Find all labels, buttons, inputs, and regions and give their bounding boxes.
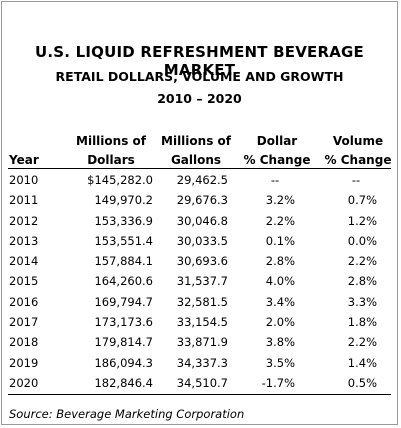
cell-dollar-pct: 3.8%: [265, 335, 295, 350]
cell-gallons: 30,033.5: [176, 233, 228, 248]
header-dollars: Millions of Dollars: [76, 134, 146, 167]
table-subtitle: RETAIL DOLLARS, VOLUME AND GROWTH: [55, 69, 344, 84]
cell-year: 2017: [9, 315, 39, 330]
cell-volume-pct: 1.2%: [347, 213, 377, 228]
cell-dollar-pct: 3.4%: [265, 294, 295, 309]
table-title: U.S. LIQUID REFRESHMENT BEVERAGE MARKET: [35, 43, 364, 79]
cell-dollars: 173,173.6: [94, 315, 153, 330]
cell-dollar-pct: 4.0%: [265, 274, 295, 289]
cell-gallons: 29,462.5: [176, 173, 228, 187]
table-period: 2010 – 2020: [157, 91, 242, 106]
cell-dollars: 153,336.9: [94, 213, 153, 228]
cell-year: 2010: [9, 173, 39, 187]
cell-volume-pct: 0.0%: [347, 233, 377, 248]
cell-year: 2012: [9, 213, 39, 228]
cell-volume-pct: 2.2%: [347, 254, 377, 269]
cell-year: 2019: [9, 355, 39, 370]
table-row: 2015 164,260.6 31,537.7 4.0% 2.8%: [2, 271, 397, 291]
cell-year: 2014: [9, 254, 39, 269]
cell-dollar-pct: 3.2%: [265, 193, 295, 208]
cell-gallons: 33,154.5: [176, 315, 228, 330]
table-body: 2010 $145,282.0 29,462.5 -- -- 2011 149,970.2 2…: [2, 170, 397, 393]
cell-dollars: $145,282.0: [87, 173, 153, 187]
table-row: 2020 182,846.4 34,510.7 -1.7% 0.5%: [2, 373, 397, 393]
cell-dollar-pct: 2.8%: [265, 254, 295, 269]
cell-gallons: 31,537.7: [176, 274, 228, 289]
table-row: 2016 169,794.7 32,581.5 3.4% 3.3%: [2, 292, 397, 312]
cell-volume-pct: 1.8%: [347, 315, 377, 330]
cell-dollar-pct: 2.2%: [265, 213, 295, 228]
cell-year: 2020: [9, 375, 39, 390]
header-dollar-pct-change: Dollar % Change: [243, 134, 311, 167]
table-row: 2018 179,814.7 33,871.9 3.8% 2.2%: [2, 332, 397, 352]
cell-gallons: 34,510.7: [176, 375, 228, 390]
cell-dollar-pct: 2.0%: [265, 315, 295, 330]
header-divider: [8, 168, 391, 169]
table-row: 2019 186,094.3 34,337.3 3.5% 1.4%: [2, 353, 397, 373]
cell-dollars: 186,094.3: [94, 355, 153, 370]
table-row: 2011 149,970.2 29,676.3 3.2% 0.7%: [2, 190, 397, 210]
cell-gallons: 32,581.5: [176, 294, 228, 309]
cell-dollar-pct: 0.1%: [265, 233, 295, 248]
cell-year: 2015: [9, 274, 39, 289]
cell-dollars: 179,814.7: [94, 335, 153, 350]
cell-gallons: 34,337.3: [176, 355, 228, 370]
table-row: 2012 153,336.9 30,046.8 2.2% 1.2%: [2, 211, 397, 231]
cell-gallons: 30,693.6: [176, 254, 228, 269]
cell-dollars: 169,794.7: [94, 294, 153, 309]
cell-year: 2016: [9, 294, 39, 309]
cell-volume-pct: --: [351, 173, 361, 187]
footer-divider: [8, 394, 391, 395]
cell-dollars: 149,970.2: [94, 193, 153, 208]
cell-gallons: 33,871.9: [176, 335, 228, 350]
cell-volume-pct: 0.7%: [347, 193, 377, 208]
header-gallons: Millions of Gallons: [161, 134, 231, 167]
table-row: 2014 157,884.1 30,693.6 2.8% 2.2%: [2, 251, 397, 271]
cell-volume-pct: 2.2%: [347, 335, 377, 350]
cell-dollar-pct: 3.5%: [265, 355, 295, 370]
cell-dollars: 182,846.4: [94, 375, 153, 390]
table-row: 2010 $145,282.0 29,462.5 -- --: [2, 170, 397, 190]
source-note: Source: Beverage Marketing Corporation: [9, 407, 245, 421]
cell-year: 2013: [9, 233, 39, 248]
cell-volume-pct: 1.4%: [347, 355, 377, 370]
header-year: Year: [9, 153, 39, 167]
header-volume-pct-change: Volume % Change: [324, 134, 392, 167]
cell-gallons: 30,046.8: [176, 213, 228, 228]
cell-year: 2011: [9, 193, 39, 208]
cell-dollars: 157,884.1: [94, 254, 153, 269]
cell-volume-pct: 2.8%: [347, 274, 377, 289]
table-row: 2017 173,173.6 33,154.5 2.0% 1.8%: [2, 312, 397, 332]
cell-dollar-pct: --: [270, 173, 280, 187]
cell-dollars: 164,260.6: [94, 274, 153, 289]
cell-volume-pct: 0.5%: [347, 375, 377, 390]
cell-volume-pct: 3.3%: [347, 294, 377, 309]
cell-dollars: 153,551.4: [94, 233, 153, 248]
cell-dollar-pct: -1.7%: [261, 375, 295, 390]
table-row: 2013 153,551.4 30,033.5 0.1% 0.0%: [2, 231, 397, 251]
cell-gallons: 29,676.3: [176, 193, 228, 208]
cell-year: 2018: [9, 335, 39, 350]
